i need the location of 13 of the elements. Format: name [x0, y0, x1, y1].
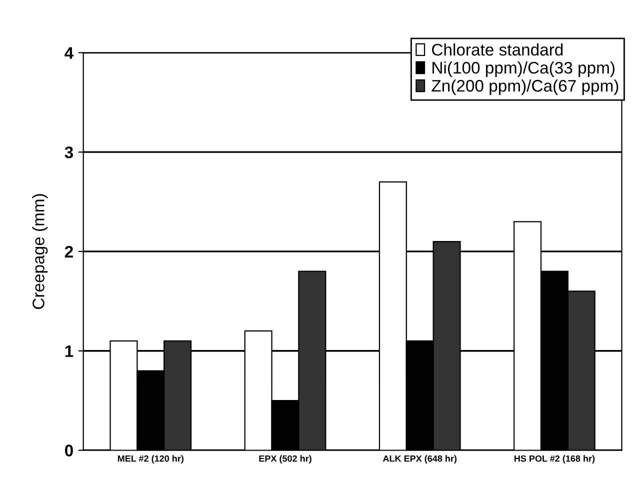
y-axis-title: Creepage (mm): [32, 194, 48, 309]
x-tick-label: HS POL #2 (168 hr): [514, 455, 595, 464]
legend-label: Ni(100 ppm)/Ca(33 ppm): [432, 61, 614, 77]
x-tick-label: ALK EPX (648 hr): [382, 455, 457, 464]
legend-label: Zn(200 ppm)/Ca(67 ppm): [432, 79, 618, 96]
y-tick-label: 0: [65, 444, 73, 456]
legend-label: Chlorate standard: [432, 43, 563, 56]
y-tick-label: 3: [64, 146, 74, 158]
y-tick-label: 1: [65, 345, 74, 357]
x-tick-label: EPX (502 hr): [259, 455, 312, 464]
y-tick-label: 4: [64, 47, 74, 59]
y-tick-label: 2: [64, 246, 73, 258]
x-tick-label: MEL #2 (120 hr): [118, 455, 184, 464]
